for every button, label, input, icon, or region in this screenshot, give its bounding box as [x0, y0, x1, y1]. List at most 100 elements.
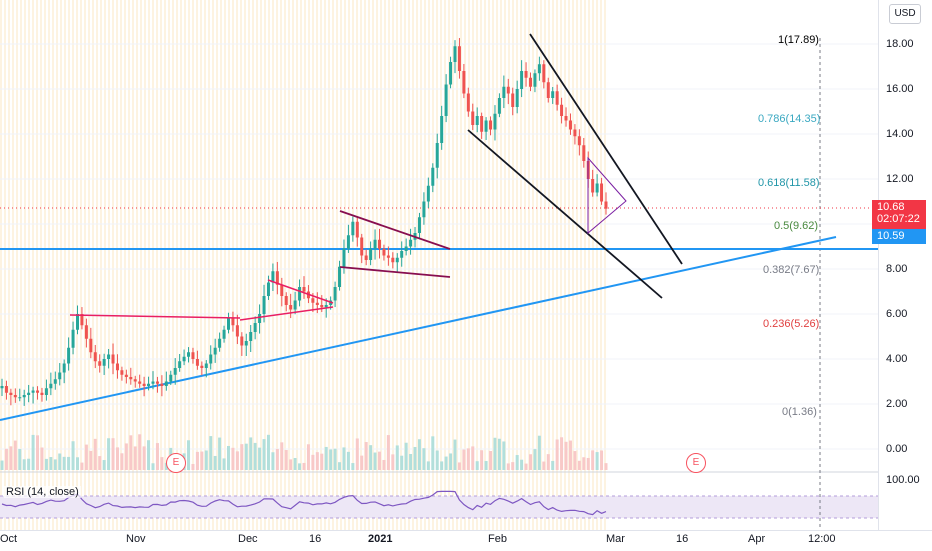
earnings-marker[interactable]: E [166, 453, 186, 473]
pennant-bottom-line[interactable] [239, 306, 334, 321]
rsi-band [0, 496, 878, 518]
candle-body [204, 363, 208, 368]
candle-body [62, 363, 66, 373]
volume-bar [244, 443, 248, 470]
wedge-bottom-line[interactable] [467, 129, 663, 299]
session-stripe [204, 0, 206, 530]
volume-bar [351, 463, 355, 470]
session-stripe [148, 0, 150, 530]
price-tick: 6.00 [886, 308, 908, 320]
candle-body [489, 120, 493, 130]
volume-bar [378, 451, 381, 470]
session-stripe [376, 0, 378, 530]
session-stripe [508, 0, 510, 530]
volume-bar [466, 448, 470, 470]
candle-body [258, 314, 262, 323]
volume-bar [502, 441, 506, 470]
session-stripe [236, 0, 238, 530]
volume-bar [36, 435, 40, 470]
session-stripe [364, 0, 366, 530]
candle-body [422, 201, 426, 218]
candle-body [444, 84, 448, 116]
chart-area[interactable] [0, 0, 878, 530]
resistance-line[interactable] [69, 314, 241, 319]
candle-body [235, 325, 239, 337]
fib-level-label: 0.382(7.67) [763, 264, 820, 276]
triangle-drawing[interactable] [587, 156, 627, 235]
volume-bar [533, 449, 537, 470]
volume-bar [391, 454, 395, 470]
volume-bar [147, 440, 151, 470]
candle-body [53, 379, 57, 384]
volume-bar [480, 450, 484, 470]
volume-bar [271, 452, 275, 470]
volume-bar [138, 434, 142, 470]
candle-body [120, 370, 124, 375]
session-stripe [184, 0, 186, 530]
session-stripe [472, 0, 474, 530]
flag-top-line[interactable] [339, 210, 451, 250]
wedge-top-line[interactable] [529, 33, 683, 265]
volume-bar [493, 437, 497, 470]
volume-bar [444, 456, 448, 470]
candle-body [160, 383, 164, 386]
pennant-top-line[interactable] [267, 279, 334, 304]
volume-bar [155, 443, 159, 470]
session-stripe [332, 0, 334, 530]
session-stripe [124, 0, 126, 530]
session-stripe [252, 0, 254, 530]
candle-body [573, 129, 577, 137]
candle-body [471, 111, 475, 125]
flag-bottom-line[interactable] [339, 266, 451, 278]
earnings-marker[interactable]: E [686, 453, 706, 473]
candle-body [271, 271, 275, 283]
currency-badge[interactable]: USD [889, 4, 921, 24]
session-stripe [36, 0, 38, 530]
candle-body [595, 183, 599, 193]
volume-bar [338, 462, 342, 470]
candle-body [431, 167, 435, 186]
price-scale[interactable] [878, 0, 932, 530]
volume-bar [324, 446, 328, 470]
volume-bar [98, 456, 102, 470]
session-stripe [288, 0, 290, 530]
session-stripe [600, 0, 602, 530]
candle-body [568, 120, 572, 130]
session-stripe [120, 0, 122, 530]
session-stripe [232, 0, 234, 530]
session-stripe [104, 0, 106, 530]
volume-bar [373, 452, 377, 470]
volume-bar [595, 452, 599, 470]
volume-bar [84, 444, 88, 470]
session-stripe [416, 0, 418, 530]
candle-body [107, 354, 111, 359]
session-stripe [180, 0, 182, 530]
volume-bar [417, 439, 421, 470]
candle-body [4, 386, 8, 393]
bar-countdown: 02:07:22 [877, 213, 920, 225]
volume-bar [435, 450, 439, 470]
session-stripe [360, 0, 362, 530]
volume-bar [506, 463, 510, 470]
session-stripe [560, 0, 562, 530]
candle-body [502, 86, 506, 98]
session-stripe [352, 0, 354, 530]
volume-bar [591, 450, 595, 470]
time-axis[interactable] [0, 530, 932, 551]
price-tick: 2.00 [886, 398, 908, 410]
volume-bar [4, 448, 8, 470]
volume-bar [129, 435, 133, 470]
candle-body [227, 318, 230, 330]
session-stripe [464, 0, 466, 530]
volume-bar [342, 447, 346, 470]
volume-bar [93, 438, 97, 470]
candle-body [497, 98, 501, 114]
session-stripe [348, 0, 350, 530]
volume-bar [280, 442, 284, 470]
rsi-indicator-label[interactable]: RSI (14, close) [4, 486, 81, 498]
trend-line[interactable] [0, 236, 837, 421]
session-stripe [192, 0, 194, 530]
session-stripe [240, 0, 242, 530]
volume-bar [262, 439, 266, 470]
time-label: Dec [238, 533, 258, 545]
